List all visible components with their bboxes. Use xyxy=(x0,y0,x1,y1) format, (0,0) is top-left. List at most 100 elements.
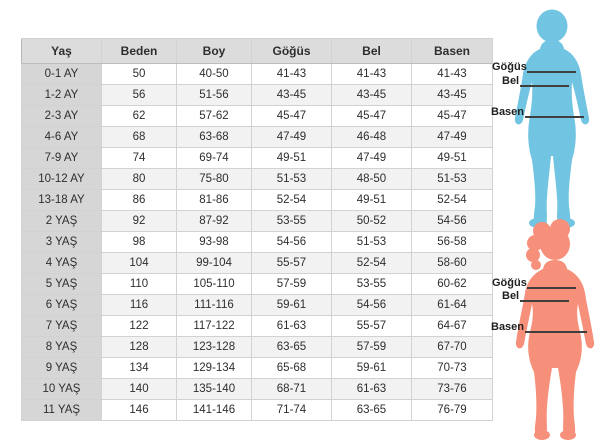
table-cell: 64-67 xyxy=(411,315,493,337)
table-cell: 128 xyxy=(101,336,177,358)
table-cell: 52-54 xyxy=(331,252,412,274)
table-cell: 116 xyxy=(101,294,177,316)
girl-body xyxy=(515,260,595,436)
table-cell: 50 xyxy=(101,63,177,85)
table-body: 0-1 AY 50 40-50 41-43 41-43 41-43 1-2 AY 56 51-5… xyxy=(21,63,493,421)
table-cell: 59-61 xyxy=(331,357,412,379)
boy-waist-line xyxy=(520,85,569,87)
girl-right-foot xyxy=(560,430,576,440)
table-cell: 53-55 xyxy=(331,273,412,295)
table-row: 5 YAŞ 110 105-110 57-59 53-55 60-62 xyxy=(21,273,493,295)
row-header: 13-18 AY xyxy=(21,189,102,211)
column-header: Göğüs xyxy=(251,38,332,64)
table-cell: 40-50 xyxy=(176,63,252,85)
table-row: 7-9 AY 74 69-74 49-51 47-49 49-51 xyxy=(21,147,493,169)
table-row: 9 YAŞ 134 129-134 65-68 59-61 70-73 xyxy=(21,357,493,379)
table-cell: 54-56 xyxy=(411,210,493,232)
row-header: 5 YAŞ xyxy=(21,273,102,295)
table-cell: 47-49 xyxy=(251,126,332,148)
table-cell: 81-86 xyxy=(176,189,252,211)
table-cell: 75-80 xyxy=(176,168,252,190)
table-cell: 49-51 xyxy=(331,189,412,211)
row-header: 10-12 AY xyxy=(21,168,102,190)
table-cell: 63-65 xyxy=(251,336,332,358)
table-cell: 122 xyxy=(101,315,177,337)
table-cell: 61-63 xyxy=(331,378,412,400)
row-header: 1-2 AY xyxy=(21,84,102,106)
table-cell: 63-68 xyxy=(176,126,252,148)
girl-waist-line xyxy=(520,300,569,302)
table-cell: 92 xyxy=(101,210,177,232)
girl-head xyxy=(540,228,570,260)
row-header: 7-9 AY xyxy=(21,147,102,169)
table-cell: 48-50 xyxy=(331,168,412,190)
table-cell: 49-51 xyxy=(411,147,493,169)
table-row: 13-18 AY 86 81-86 52-54 49-51 52-54 xyxy=(21,189,493,211)
table-cell: 45-47 xyxy=(331,105,412,127)
table-row: 3 YAŞ 98 93-98 54-56 51-53 56-58 xyxy=(21,231,493,253)
girl-hips-label: Basen xyxy=(491,321,525,333)
table-cell: 41-43 xyxy=(411,63,493,85)
table-cell: 110 xyxy=(101,273,177,295)
table-cell: 86 xyxy=(101,189,177,211)
column-header: Boy xyxy=(176,38,252,64)
row-header: 8 YAŞ xyxy=(21,336,102,358)
table-row: 4-6 AY 68 63-68 47-49 46-48 47-49 xyxy=(21,126,493,148)
table-cell: 111-116 xyxy=(176,294,252,316)
boy-head xyxy=(536,9,568,43)
table-cell: 46-48 xyxy=(331,126,412,148)
girl-chest-label: Göğüs xyxy=(492,277,527,289)
table-cell: 47-49 xyxy=(411,126,493,148)
table-row: 6 YAŞ 116 111-116 59-61 54-56 61-64 xyxy=(21,294,493,316)
column-header: Basen xyxy=(411,38,493,64)
table-cell: 71-74 xyxy=(251,399,332,421)
table-cell: 54-56 xyxy=(331,294,412,316)
table-cell: 51-56 xyxy=(176,84,252,106)
table-cell: 57-59 xyxy=(331,336,412,358)
table-cell: 87-92 xyxy=(176,210,252,232)
table-cell: 73-76 xyxy=(411,378,493,400)
row-header: 0-1 AY xyxy=(21,63,102,85)
boy-waist-label: Bel xyxy=(502,75,520,87)
row-header: 4-6 AY xyxy=(21,126,102,148)
table-cell: 70-73 xyxy=(411,357,493,379)
table-cell: 68-71 xyxy=(251,378,332,400)
table-cell: 60-62 xyxy=(411,273,493,295)
table-cell: 65-68 xyxy=(251,357,332,379)
girl-silhouette xyxy=(515,219,595,440)
table-row: 1-2 AY 56 51-56 43-45 43-45 43-45 xyxy=(21,84,493,106)
table-cell: 98 xyxy=(101,231,177,253)
table-cell: 134 xyxy=(101,357,177,379)
row-header: 10 YAŞ xyxy=(21,378,102,400)
table-cell: 67-70 xyxy=(411,336,493,358)
girl-chest-line xyxy=(527,287,576,289)
table-row: 0-1 AY 50 40-50 41-43 41-43 41-43 xyxy=(21,63,493,85)
table-cell: 93-98 xyxy=(176,231,252,253)
table-cell: 57-59 xyxy=(251,273,332,295)
table-cell: 135-140 xyxy=(176,378,252,400)
girl-ponytail-4 xyxy=(531,260,541,270)
table-cell: 68 xyxy=(101,126,177,148)
table-cell: 146 xyxy=(101,399,177,421)
column-header: Yaş xyxy=(21,38,102,64)
row-header: 4 YAŞ xyxy=(21,252,102,274)
table-cell: 56 xyxy=(101,84,177,106)
table-cell: 61-63 xyxy=(251,315,332,337)
table-cell: 51-53 xyxy=(331,231,412,253)
table-row: 7 YAŞ 122 117-122 61-63 55-57 64-67 xyxy=(21,315,493,337)
table-cell: 117-122 xyxy=(176,315,252,337)
table-row: 8 YAŞ 128 123-128 63-65 57-59 67-70 xyxy=(21,336,493,358)
table-cell: 41-43 xyxy=(251,63,332,85)
table-cell: 104 xyxy=(101,252,177,274)
table-cell: 47-49 xyxy=(331,147,412,169)
header-row: Yaş Beden Boy Göğüs Bel Basen xyxy=(21,38,493,64)
table-cell: 51-53 xyxy=(411,168,493,190)
table-cell: 45-47 xyxy=(251,105,332,127)
column-header: Beden xyxy=(101,38,177,64)
column-header: Bel xyxy=(331,38,412,64)
table-cell: 69-74 xyxy=(176,147,252,169)
girl-waist-label: Bel xyxy=(502,290,520,302)
boy-hips-line xyxy=(525,116,584,118)
table-cell: 105-110 xyxy=(176,273,252,295)
table-cell: 41-43 xyxy=(331,63,412,85)
